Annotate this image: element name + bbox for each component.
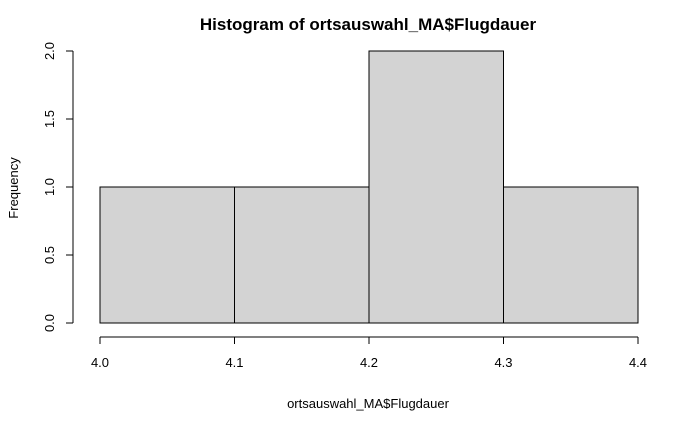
x-tick-label: 4.2 <box>360 355 378 370</box>
x-axis: 4.0 4.1 4.2 4.3 4.4 <box>91 336 647 370</box>
x-axis-label: ortsauswahl_MA$Flugdauer <box>287 396 450 411</box>
y-tick-label: 2.0 <box>42 42 57 60</box>
y-tick-label: 0.5 <box>42 246 57 264</box>
histogram-bar-4 <box>503 186 639 324</box>
histogram-bar-1 <box>99 186 235 324</box>
x-tick-label: 4.0 <box>91 355 109 370</box>
x-tick-label: 4.1 <box>225 355 243 370</box>
y-axis-label: Frequency <box>6 157 21 219</box>
histogram-bar-2 <box>234 186 370 324</box>
y-tick-label: 0.0 <box>42 314 57 332</box>
histogram-bar-3 <box>368 50 504 324</box>
chart-title: Histogram of ortsauswahl_MA$Flugdauer <box>200 15 537 34</box>
x-tick-label: 4.4 <box>629 355 647 370</box>
y-axis: 0.0 0.5 1.0 1.5 2.0 <box>42 42 74 332</box>
bars-layer <box>99 50 639 324</box>
y-tick-label: 1.5 <box>42 110 57 128</box>
y-tick-label: 1.0 <box>42 178 57 196</box>
x-tick-label: 4.3 <box>494 355 512 370</box>
